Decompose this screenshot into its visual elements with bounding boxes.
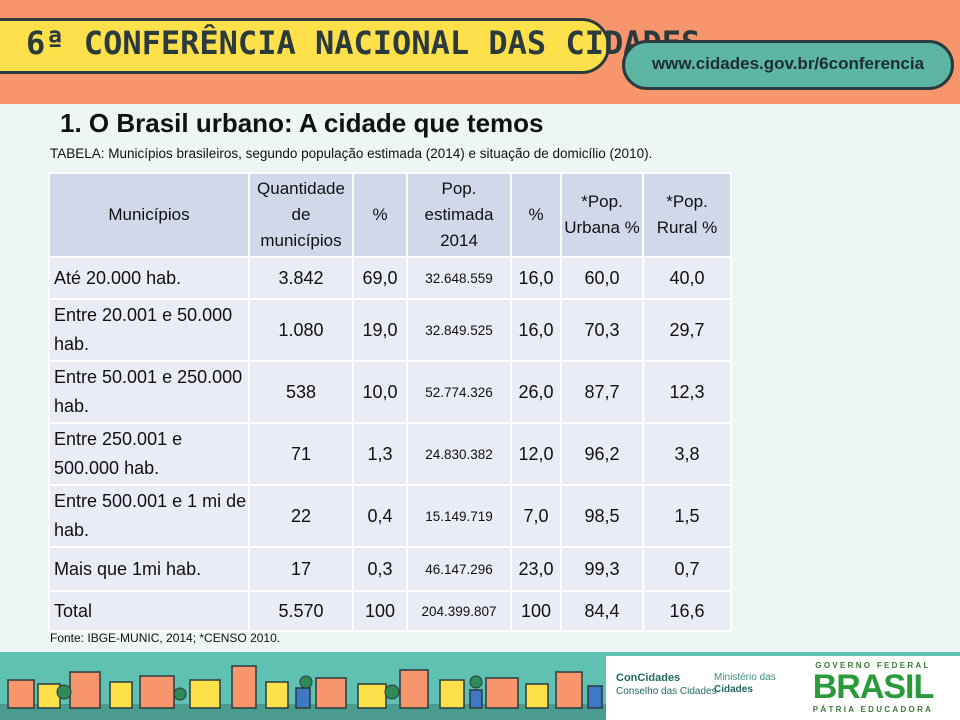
ministerio-subtitle: Cidades bbox=[714, 684, 753, 695]
cell-quantidade: 3.842 bbox=[248, 256, 354, 300]
table-caption: TABELA: Municípios brasileiros, segundo … bbox=[50, 146, 653, 161]
concidades-subtitle: Conselho das Cidades bbox=[616, 686, 717, 697]
header-municipios: Municípios bbox=[48, 172, 250, 258]
cell-percent-pop: 26,0 bbox=[510, 360, 562, 424]
cell-percent-pop: 16,0 bbox=[510, 298, 562, 362]
cell-pop-rural: 40,0 bbox=[642, 256, 732, 300]
cell-percent-qty: 100 bbox=[352, 590, 408, 632]
concidades-name: ConCidades bbox=[616, 672, 681, 684]
cell-pop-estimada: 46.147.296 bbox=[406, 546, 512, 592]
cell-pop-estimada: 32.648.559 bbox=[406, 256, 512, 300]
municipalities-table: Municípios Quantidade de municípios % Po… bbox=[48, 172, 732, 632]
cell-quantidade: 71 bbox=[248, 422, 354, 486]
patria-educadora-label: PÁTRIA EDUCADORA bbox=[812, 705, 934, 714]
row-label: Mais que 1mi hab. bbox=[48, 546, 250, 592]
header-bar: 6ª CONFERÊNCIA NACIONAL DAS CIDADES www.… bbox=[0, 0, 960, 104]
cell-pop-urbana: 84,4 bbox=[560, 590, 644, 632]
slide-title: 1. O Brasil urbano: A cidade que temos bbox=[60, 108, 544, 138]
website-link[interactable]: www.cidades.gov.br/6conferencia bbox=[622, 40, 954, 90]
logos-panel bbox=[606, 656, 960, 720]
conference-banner: 6ª CONFERÊNCIA NACIONAL DAS CIDADES bbox=[0, 18, 700, 74]
cell-pop-urbana: 60,0 bbox=[560, 256, 644, 300]
cell-pop-urbana: 96,2 bbox=[560, 422, 644, 486]
ministerio-name: Ministério das bbox=[714, 672, 776, 683]
cell-pop-urbana: 99,3 bbox=[560, 546, 644, 592]
cell-pop-estimada: 52.774.326 bbox=[406, 360, 512, 424]
conference-title: 6ª CONFERÊNCIA NACIONAL DAS CIDADES bbox=[26, 24, 701, 62]
cell-pop-rural: 3,8 bbox=[642, 422, 732, 486]
cell-percent-qty: 1,3 bbox=[352, 422, 408, 486]
governo-federal-label: GOVERNO FEDERAL bbox=[815, 661, 931, 670]
header-pop-rural: *Pop. Rural % bbox=[642, 172, 732, 258]
table-row: Entre 50.001 e 250.000 hab. 538 10,0 52.… bbox=[48, 360, 732, 424]
cell-pop-rural: 29,7 bbox=[642, 298, 732, 362]
header-pop-estimada: Pop. estimada 2014 bbox=[406, 172, 512, 258]
header-percent-qty: % bbox=[352, 172, 408, 258]
cell-percent-pop: 16,0 bbox=[510, 256, 562, 300]
cell-pop-estimada: 204.399.807 bbox=[406, 590, 512, 632]
row-label: Entre 500.001 e 1 mi de hab. bbox=[48, 484, 250, 548]
row-label: Até 20.000 hab. bbox=[48, 256, 250, 300]
city-skyline-icon bbox=[0, 665, 606, 720]
cell-percent-qty: 10,0 bbox=[352, 360, 408, 424]
website-url[interactable]: www.cidades.gov.br/6conferencia bbox=[651, 54, 925, 73]
cell-pop-estimada: 24.830.382 bbox=[406, 422, 512, 486]
cell-pop-estimada: 15.149.719 bbox=[406, 484, 512, 548]
table-row: Entre 250.001 e 500.000 hab. 71 1,3 24.8… bbox=[48, 422, 732, 486]
cell-pop-rural: 16,6 bbox=[642, 590, 732, 632]
table-row: Mais que 1mi hab. 17 0,3 46.147.296 23,0… bbox=[48, 546, 732, 592]
concidades-logo: ConCidades Conselho das Cidades bbox=[616, 672, 717, 698]
cell-quantidade: 5.570 bbox=[248, 590, 354, 632]
cell-percent-pop: 100 bbox=[510, 590, 562, 632]
cell-pop-rural: 12,3 bbox=[642, 360, 732, 424]
header-percent-pop: % bbox=[510, 172, 562, 258]
cell-percent-pop: 7,0 bbox=[510, 484, 562, 548]
cell-quantidade: 17 bbox=[248, 546, 354, 592]
cell-pop-estimada: 32.849.525 bbox=[406, 298, 512, 362]
row-label: Entre 20.001 e 50.000 hab. bbox=[48, 298, 250, 362]
table-row: Entre 500.001 e 1 mi de hab. 22 0,4 15.1… bbox=[48, 484, 732, 548]
cell-pop-urbana: 87,7 bbox=[560, 360, 644, 424]
cell-percent-pop: 23,0 bbox=[510, 546, 562, 592]
cell-percent-pop: 12,0 bbox=[510, 422, 562, 486]
cell-percent-qty: 19,0 bbox=[352, 298, 408, 362]
cell-pop-rural: 0,7 bbox=[642, 546, 732, 592]
source-note: Fonte: IBGE-MUNIC, 2014; *CENSO 2010. bbox=[50, 631, 281, 645]
cell-pop-rural: 1,5 bbox=[642, 484, 732, 548]
header-pop-urbana: *Pop. Urbana % bbox=[560, 172, 644, 258]
cell-pop-urbana: 98,5 bbox=[560, 484, 644, 548]
cell-percent-qty: 0,3 bbox=[352, 546, 408, 592]
table-row: Entre 20.001 e 50.000 hab. 1.080 19,0 32… bbox=[48, 298, 732, 362]
table-total-row: Total 5.570 100 204.399.807 100 84,4 16,… bbox=[48, 590, 732, 632]
ministerio-logo: Ministério das Cidades bbox=[714, 672, 776, 696]
brasil-logo: BRASIL bbox=[812, 668, 935, 706]
header-quantidade: Quantidade de municípios bbox=[248, 172, 354, 258]
cell-percent-qty: 69,0 bbox=[352, 256, 408, 300]
cell-quantidade: 1.080 bbox=[248, 298, 354, 362]
row-label: Total bbox=[48, 590, 250, 632]
row-label: Entre 250.001 e 500.000 hab. bbox=[48, 422, 250, 486]
row-label: Entre 50.001 e 250.000 hab. bbox=[48, 360, 250, 424]
cell-pop-urbana: 70,3 bbox=[560, 298, 644, 362]
table-row: Até 20.000 hab. 3.842 69,0 32.648.559 16… bbox=[48, 256, 732, 300]
cell-quantidade: 22 bbox=[248, 484, 354, 548]
cell-percent-qty: 0,4 bbox=[352, 484, 408, 548]
table-header-row: Municípios Quantidade de municípios % Po… bbox=[48, 172, 732, 258]
cell-quantidade: 538 bbox=[248, 360, 354, 424]
